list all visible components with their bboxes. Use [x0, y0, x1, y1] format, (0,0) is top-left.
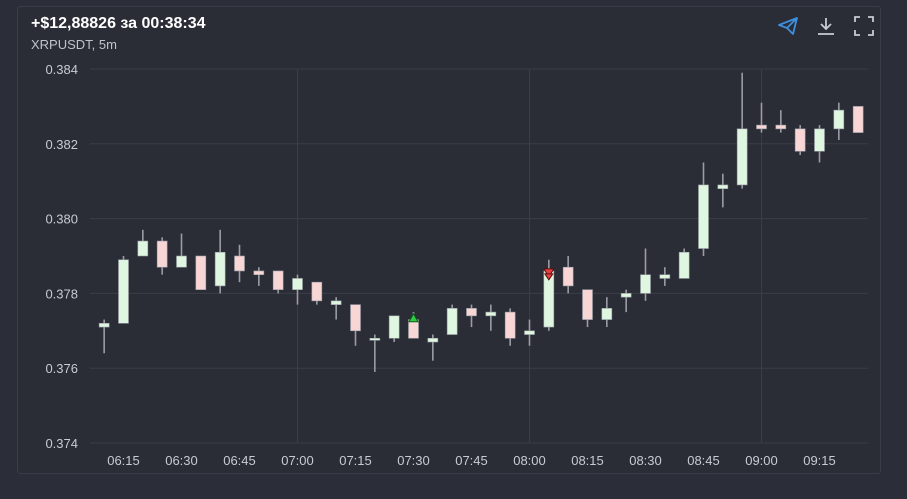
candle-down	[408, 319, 419, 339]
fullscreen-button[interactable]	[852, 14, 876, 38]
x-tick-label: 08:15	[571, 453, 604, 468]
y-tick-label: 0.376	[45, 361, 78, 376]
candle-down	[272, 270, 284, 290]
candle-up	[717, 184, 729, 189]
candle-up	[524, 330, 535, 335]
profit-title: +$12,88826 за 00:38:34	[31, 15, 206, 32]
y-tick-label: 0.382	[45, 137, 78, 152]
x-tick-label: 08:00	[513, 453, 546, 468]
candle-down	[794, 128, 806, 152]
download-button[interactable]	[814, 14, 838, 38]
candle-down	[562, 266, 574, 287]
x-tick-label: 07:45	[455, 453, 488, 468]
candle-down	[253, 270, 265, 275]
x-tick-label: 06:15	[107, 453, 140, 468]
candle-down	[504, 311, 516, 339]
send-button[interactable]	[776, 14, 800, 38]
candle-up	[833, 109, 845, 130]
toolbar	[776, 14, 876, 38]
candle-up	[678, 251, 690, 279]
candle-up	[620, 293, 632, 298]
sell-marker	[542, 268, 555, 278]
x-tick-label: 09:15	[803, 453, 836, 468]
x-tick-label: 07:00	[281, 453, 314, 468]
x-tick-label: 08:30	[629, 453, 662, 468]
candle-down	[756, 124, 767, 130]
candle-down	[466, 308, 477, 317]
candle-down	[775, 124, 787, 130]
x-tick-label: 06:30	[165, 453, 198, 468]
send-icon	[778, 17, 798, 35]
buy-marker	[408, 312, 419, 323]
x-tick-label: 07:15	[339, 453, 372, 468]
candle-up	[137, 240, 149, 257]
candle-up	[427, 337, 439, 343]
candle-down	[582, 289, 593, 320]
y-tick-label: 0.380	[45, 212, 78, 227]
candle-up	[98, 323, 110, 328]
x-tick-label: 07:30	[397, 453, 430, 468]
y-tick-label: 0.374	[45, 436, 78, 451]
candle-up	[814, 128, 825, 152]
candle-up	[736, 128, 748, 186]
candle-up	[601, 308, 613, 320]
chart-card	[17, 6, 881, 474]
candle-up	[214, 251, 226, 287]
x-tick-label: 08:45	[687, 453, 720, 468]
candle-up	[292, 278, 303, 290]
candle-up	[330, 300, 342, 305]
x-tick-label: 06:45	[223, 453, 256, 468]
candle-up	[388, 315, 400, 339]
candle-up	[118, 259, 129, 324]
fullscreen-icon	[854, 16, 874, 36]
download-icon	[818, 18, 834, 35]
x-tick-label: 09:00	[745, 453, 778, 468]
candle-up	[369, 337, 381, 341]
candle-up	[659, 274, 671, 279]
candle-down	[350, 304, 361, 332]
candle-down	[195, 255, 207, 290]
candle-up	[446, 308, 458, 335]
candle-up	[698, 184, 709, 249]
candle-up	[640, 274, 651, 294]
candle-up	[176, 255, 187, 268]
candle-down	[311, 281, 323, 302]
candle-up	[485, 311, 497, 317]
y-tick-label: 0.378	[45, 286, 78, 301]
candle-down	[156, 240, 168, 268]
sell-marker-lower	[543, 273, 554, 281]
symbol-subtitle: XRPUSDT, 5m	[31, 37, 117, 52]
y-tick-label: 0.384	[45, 62, 78, 77]
candle-down	[852, 106, 864, 133]
candle-down	[234, 255, 245, 272]
